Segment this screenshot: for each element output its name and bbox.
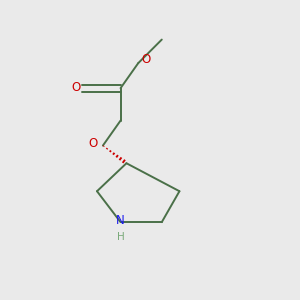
Text: O: O bbox=[71, 81, 80, 94]
Text: H: H bbox=[117, 232, 124, 242]
Text: O: O bbox=[142, 53, 151, 66]
Text: N: N bbox=[116, 214, 125, 227]
Text: O: O bbox=[89, 137, 98, 150]
